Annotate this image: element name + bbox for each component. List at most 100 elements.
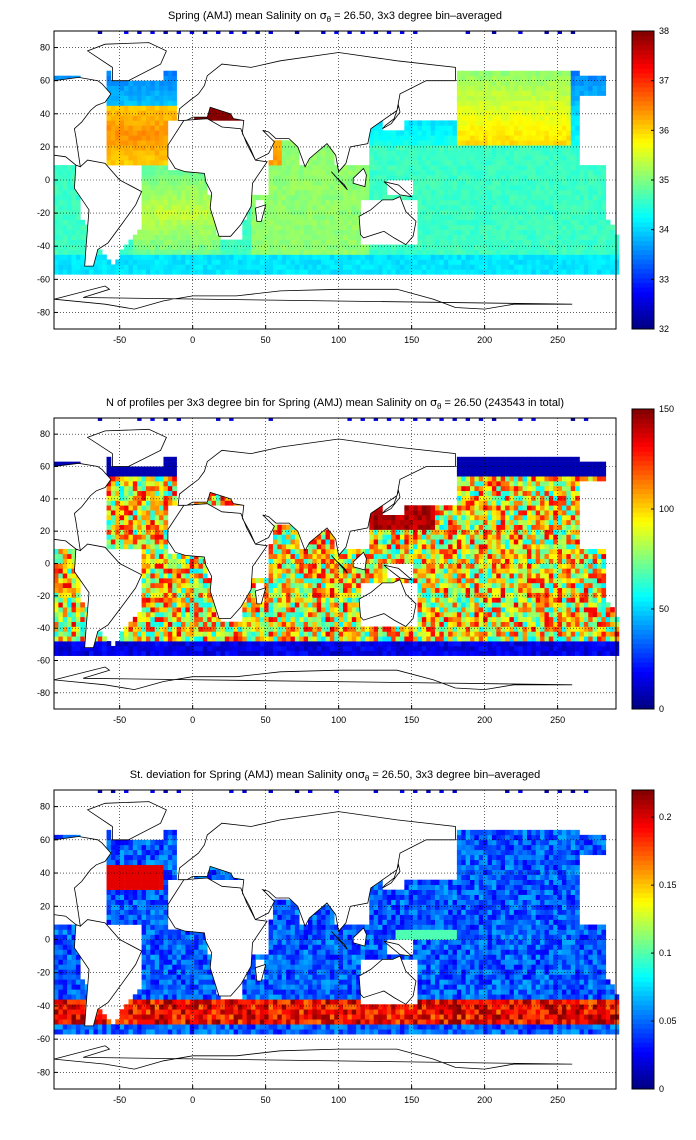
heatmap-cell [452,209,458,216]
heatmap-cell [443,597,449,603]
heatmap-cell [62,645,68,652]
heatmap-cell [145,249,151,255]
heatmap-cell [452,150,458,156]
heatmap-cell [185,229,191,235]
heatmap-cell [505,115,510,121]
heatmap-cell [286,160,291,166]
heatmap-cell [478,607,484,613]
heatmap-cell [194,645,199,652]
heatmap-cell [378,194,383,201]
heatmap-cell [605,616,611,622]
heatmap-cell [321,612,326,618]
heatmap-cell [535,180,541,186]
heatmap-cell [426,259,431,265]
heatmap-cell [277,592,283,598]
heatmap-cell [513,626,519,632]
heatmap-cell [71,612,77,618]
heatmap-cell [382,650,388,656]
heatmap-cell [246,612,252,618]
heatmap-cell [575,645,580,652]
heatmap-cell [255,641,261,647]
heatmap-cell [185,184,191,191]
heatmap-cell [251,607,256,613]
heatmap-cell [570,259,576,265]
heatmap-cell [163,175,169,181]
heatmap-cell [518,626,523,632]
heatmap-cell [277,626,283,632]
heatmap-cell [154,95,160,101]
heatmap-cell [548,175,554,181]
heatmap-cell [316,249,322,255]
heatmap-cell [172,607,177,613]
heatmap-cell [575,607,580,613]
heatmap-cell [548,120,554,126]
heatmap-cell [443,636,449,642]
heatmap-cell [456,602,462,608]
heatmap-cell [294,219,300,225]
heatmap-cell [483,115,488,121]
heatmap-cell [544,587,550,593]
heatmap-cell [325,199,331,206]
heatmap-cell [483,165,488,171]
heatmap-cell [413,636,418,642]
heatmap-cell [286,264,291,270]
heatmap-cell [272,140,278,146]
heatmap-cell [159,239,164,245]
heatmap-cell [505,150,510,156]
heatmap-cell [369,631,374,637]
heatmap-cell [303,244,309,250]
heatmap-cell [281,189,287,196]
heatmap-cell [531,170,537,176]
heatmap-cell [329,249,335,255]
heatmap-cell [233,631,239,637]
heatmap-cell [544,631,550,637]
heatmap-cell [167,95,173,101]
heatmap-cell [382,264,388,270]
heatmap-cell [119,140,125,146]
heatmap-cell [470,587,475,593]
heatmap-cell [207,612,212,618]
heatmap-cell [496,125,501,131]
heatmap-cell [163,597,169,603]
heatmap-cell [360,259,366,265]
heatmap-cell [570,160,576,166]
heatmap-cell [456,621,462,627]
heatmap-cell [470,80,475,86]
heatmap-cell [478,264,484,270]
heatmap-cell [505,626,510,632]
heatmap-cell [540,80,545,86]
heatmap-cell [540,204,545,211]
heatmap-cell [242,259,247,265]
heatmap-cell [448,120,453,126]
heatmap-cell [110,140,116,146]
heatmap-cell [246,209,252,216]
heatmap-cell [430,597,436,603]
heatmap-cell [207,587,212,593]
heatmap-cell [128,160,134,166]
heatmap-cell [84,224,90,230]
heatmap-cell [150,140,156,146]
heatmap-cell [465,180,471,186]
heatmap-cell [141,602,147,608]
heatmap-cell [522,100,528,106]
heatmap-cell [251,582,256,589]
heatmap-cell [334,194,339,201]
heatmap-cell [373,626,379,632]
heatmap-cell [461,194,466,201]
heatmap-cell [443,130,449,136]
heatmap-cell [513,641,519,647]
heatmap-cell [452,170,458,176]
heatmap-cell [443,259,449,265]
heatmap-cell [286,597,291,603]
heatmap-cell [259,607,265,613]
heatmap-cell [141,582,147,589]
heatmap-cell [491,587,497,593]
heatmap-cell [132,135,138,141]
heatmap-cell [461,75,466,81]
heatmap-cell [535,621,541,627]
heatmap-cell [448,626,453,632]
heatmap-cell [570,194,576,201]
heatmap-cell [316,170,322,176]
heatmap-cell [356,597,361,603]
heatmap-cell [364,636,370,642]
